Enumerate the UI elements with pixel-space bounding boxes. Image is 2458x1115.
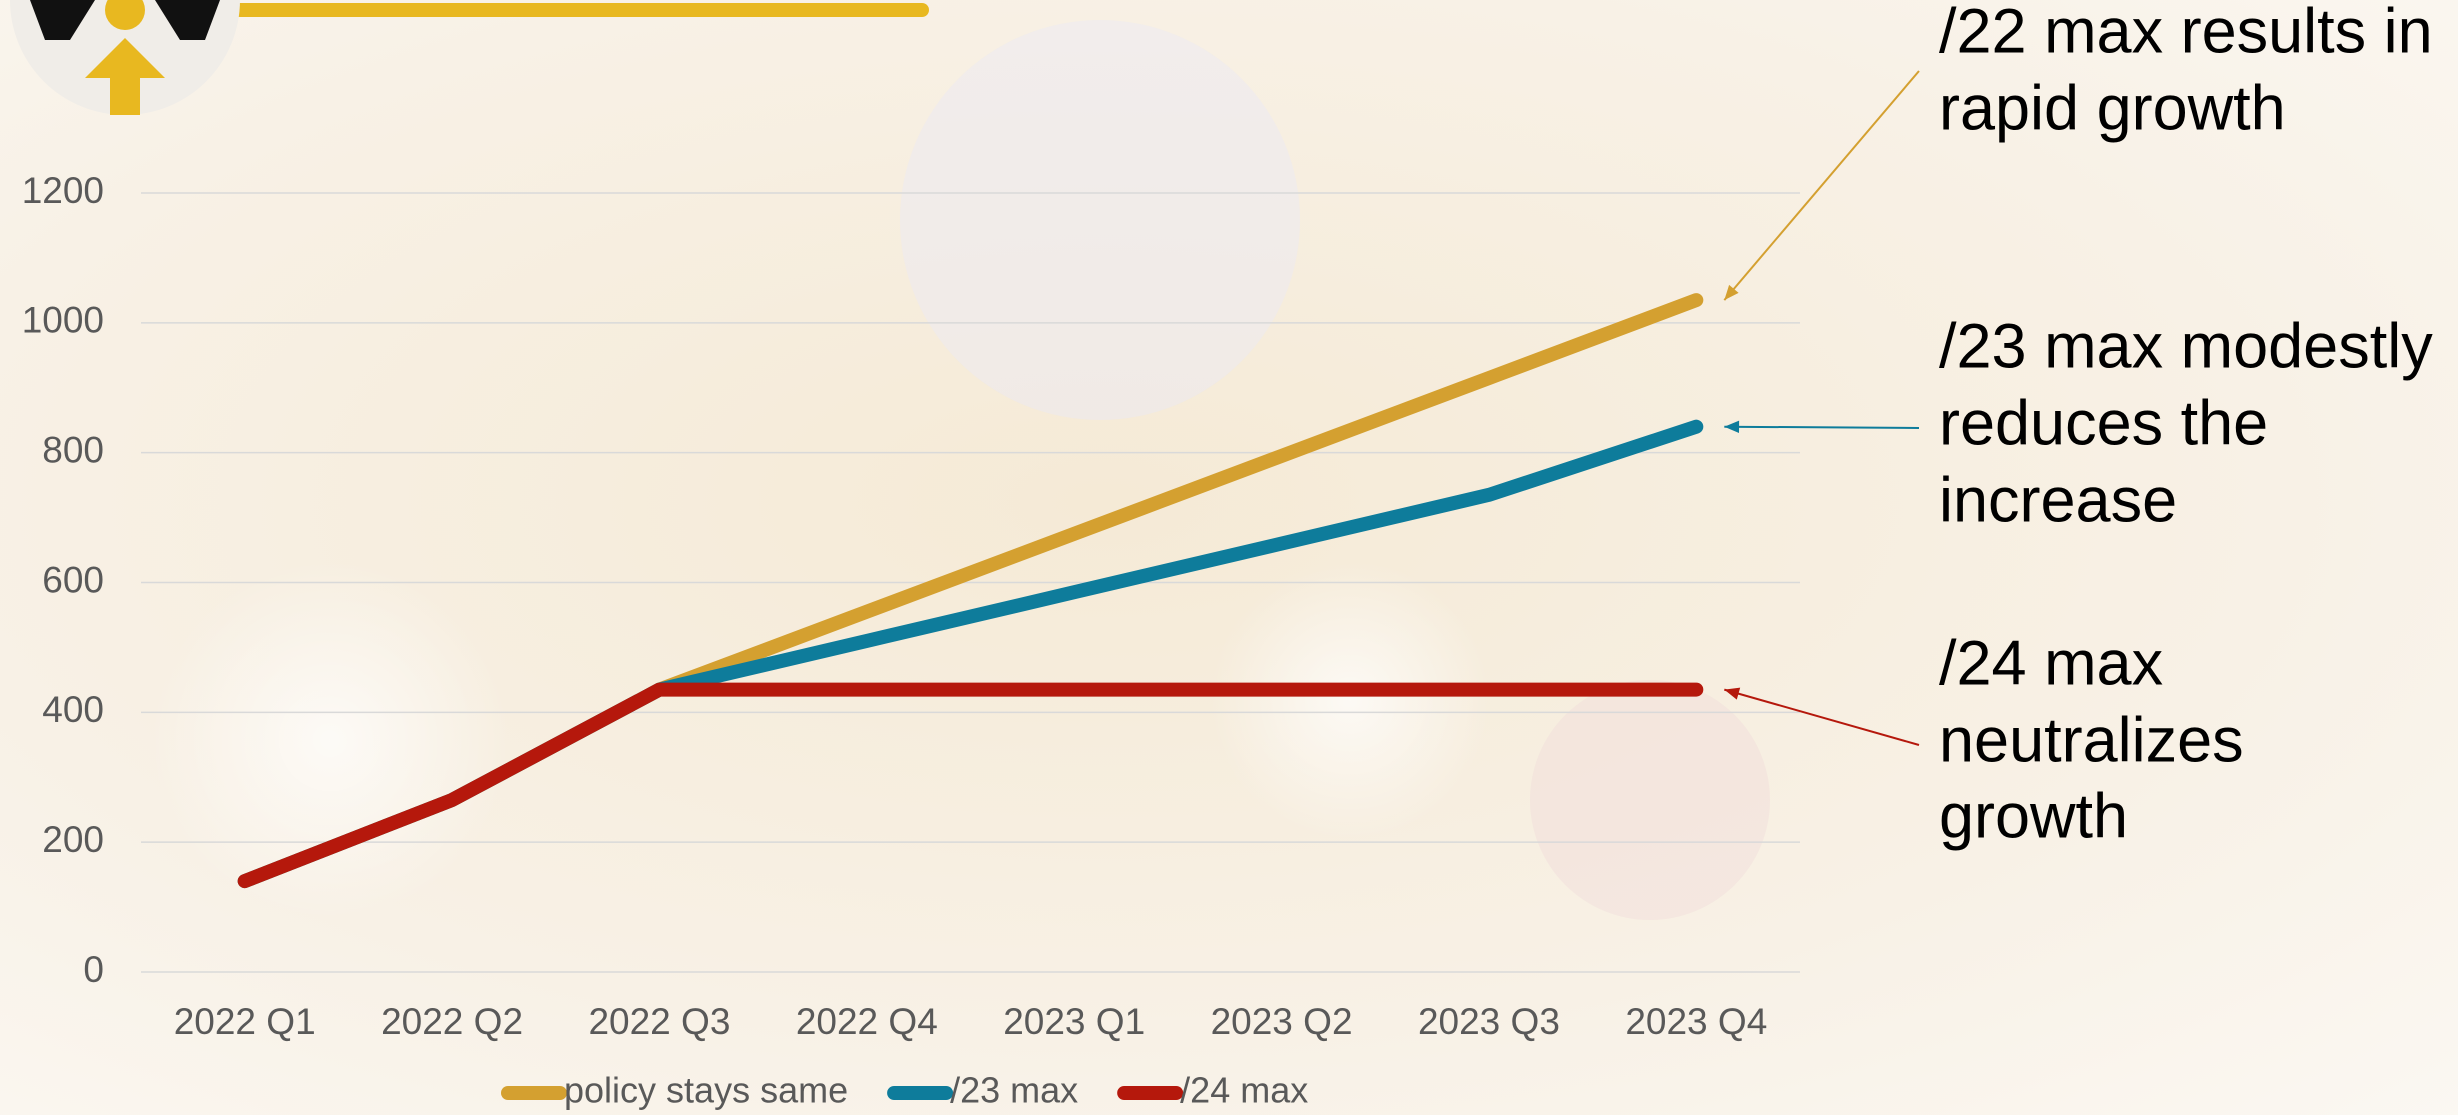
bokeh [900, 20, 1300, 420]
y-tick-label: 1200 [22, 170, 104, 211]
arrow-head [1724, 687, 1741, 700]
x-tick-label: 2022 Q2 [381, 1001, 523, 1042]
y-tick-label: 400 [42, 689, 104, 730]
annotation: increase [1939, 466, 2177, 536]
bokeh [1530, 680, 1770, 920]
annotation-arrow [1724, 425, 1920, 429]
annotation-arrow [1723, 70, 1920, 301]
y-tick-label: 800 [42, 429, 104, 470]
x-tick-label: 2023 Q1 [1003, 1001, 1145, 1042]
annotation: /24 max [1939, 629, 2163, 699]
y-tick-label: 0 [83, 949, 104, 990]
arrow-head [1724, 420, 1740, 434]
x-tick-label: 2022 Q3 [588, 1001, 730, 1042]
legend-label: /23 max [950, 1070, 1078, 1111]
legend-label: policy stays same [564, 1070, 848, 1111]
x-tick-label: 2023 Q2 [1211, 1001, 1353, 1042]
annotation: rapid growth [1939, 74, 2286, 144]
legend-label: /24 max [1180, 1070, 1308, 1111]
annotation: neutralizes [1939, 706, 2244, 776]
x-tick-label: 2023 Q4 [1625, 1001, 1767, 1042]
annotation: reduces the [1939, 389, 2268, 459]
arrow-head [1724, 284, 1739, 301]
annotation-arrow [1724, 688, 1920, 746]
annotation: /22 max results in [1939, 0, 2433, 67]
y-tick-label: 1000 [22, 300, 104, 341]
x-tick-label: 2022 Q4 [796, 1001, 938, 1042]
bokeh [1210, 560, 1490, 840]
series-line [237, 682, 1704, 889]
annotation: growth [1939, 782, 2128, 852]
annotation: /23 max modestly [1939, 312, 2433, 382]
logo [10, 0, 240, 115]
x-tick-label: 2022 Q1 [174, 1001, 316, 1042]
bokeh [150, 560, 510, 920]
y-tick-label: 600 [42, 559, 104, 600]
x-tick-label: 2023 Q3 [1418, 1001, 1560, 1042]
y-tick-label: 200 [42, 819, 104, 860]
